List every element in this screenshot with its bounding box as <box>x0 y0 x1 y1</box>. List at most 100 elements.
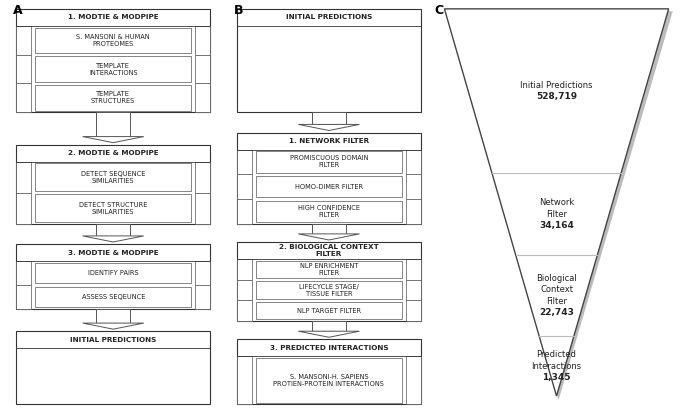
Bar <box>195 26 210 55</box>
Text: 3. PREDICTED INTERACTIONS: 3. PREDICTED INTERACTIONS <box>270 345 388 351</box>
Bar <box>36 56 191 82</box>
Bar <box>237 174 252 199</box>
Text: Biological: Biological <box>536 274 577 283</box>
Bar <box>237 356 252 404</box>
Bar <box>36 85 191 111</box>
Bar <box>312 112 346 125</box>
Bar <box>195 83 210 112</box>
Bar <box>16 261 32 285</box>
Bar <box>237 242 421 321</box>
Text: Network: Network <box>539 198 574 207</box>
Text: Filter: Filter <box>546 210 567 219</box>
Text: 528,719: 528,719 <box>536 92 577 102</box>
Bar <box>406 280 421 300</box>
Text: TEMPLATE
STRUCTURES: TEMPLATE STRUCTURES <box>91 91 136 104</box>
Text: 1. NETWORK FILTER: 1. NETWORK FILTER <box>289 138 369 144</box>
Bar <box>237 9 421 112</box>
Text: INITIAL PREDICTIONS: INITIAL PREDICTIONS <box>70 337 156 343</box>
Bar <box>16 244 210 309</box>
Text: 1,345: 1,345 <box>543 373 571 382</box>
Text: PROMISCUOUS DOMAIN
FILTER: PROMISCUOUS DOMAIN FILTER <box>290 155 368 169</box>
Text: B: B <box>234 4 243 16</box>
Bar <box>16 145 210 224</box>
Text: 34,164: 34,164 <box>539 221 574 230</box>
Bar <box>16 83 32 112</box>
Text: 1. MODTIE & MODPIPE: 1. MODTIE & MODPIPE <box>68 14 158 21</box>
Text: Filter: Filter <box>546 297 567 305</box>
Bar <box>256 151 401 173</box>
Text: NLP ENRICHMENT
FILTER: NLP ENRICHMENT FILTER <box>300 263 358 276</box>
Bar <box>256 261 401 278</box>
Bar <box>256 358 401 402</box>
Bar <box>36 163 191 191</box>
Bar <box>406 356 421 404</box>
Text: LIFECYCLE STAGE/
TISSUE FILTER: LIFECYCLE STAGE/ TISSUE FILTER <box>299 284 359 296</box>
Text: Initial Predictions: Initial Predictions <box>521 81 593 90</box>
Text: 22,743: 22,743 <box>539 308 574 317</box>
Bar <box>16 9 210 112</box>
Text: IDENTIFY PAIRS: IDENTIFY PAIRS <box>88 270 138 276</box>
Bar <box>256 201 401 222</box>
Bar <box>237 280 252 300</box>
Text: NLP TARGET FILTER: NLP TARGET FILTER <box>297 308 361 314</box>
Bar <box>36 263 191 283</box>
Bar <box>36 28 191 53</box>
Text: HOMO-DIMER FILTER: HOMO-DIMER FILTER <box>295 184 363 189</box>
Bar <box>406 174 421 199</box>
Bar <box>406 150 421 174</box>
Bar <box>36 194 191 222</box>
Bar <box>406 259 421 280</box>
Text: INITIAL PREDICTIONS: INITIAL PREDICTIONS <box>286 14 372 21</box>
Text: S. MANSONI & HUMAN
PROTEOMES: S. MANSONI & HUMAN PROTEOMES <box>76 34 150 47</box>
Bar <box>195 193 210 224</box>
Bar <box>256 176 401 197</box>
Text: ASSESS SEQEUNCE: ASSESS SEQEUNCE <box>82 294 145 300</box>
Bar <box>195 261 210 285</box>
Bar <box>195 285 210 309</box>
Bar <box>16 331 210 404</box>
Polygon shape <box>83 323 144 329</box>
Bar <box>16 193 32 224</box>
Bar <box>406 300 421 321</box>
Bar <box>16 285 32 309</box>
Bar <box>36 286 191 307</box>
Text: 2. BIOLOGICAL CONTEXT
FILTER: 2. BIOLOGICAL CONTEXT FILTER <box>279 244 379 257</box>
Bar <box>96 112 130 136</box>
Polygon shape <box>299 125 360 131</box>
Bar <box>16 162 32 193</box>
Bar <box>256 281 401 299</box>
Text: TEMPLATE
INTERACTIONS: TEMPLATE INTERACTIONS <box>89 62 138 76</box>
Text: Interactions: Interactions <box>532 362 582 371</box>
Bar <box>195 162 210 193</box>
Polygon shape <box>83 136 144 143</box>
Polygon shape <box>449 11 673 400</box>
Bar <box>406 199 421 224</box>
Bar <box>312 224 346 234</box>
Text: C: C <box>434 4 443 16</box>
Polygon shape <box>445 9 669 396</box>
Polygon shape <box>83 236 144 242</box>
Text: DETECT SEQUENCE
SIMILARITIES: DETECT SEQUENCE SIMILARITIES <box>81 171 145 184</box>
Polygon shape <box>299 331 360 337</box>
Bar <box>237 199 252 224</box>
Text: A: A <box>13 4 23 16</box>
Text: HIGH CONFIDENCE
FILTER: HIGH CONFIDENCE FILTER <box>298 205 360 218</box>
Text: S. MANSONI-H. SAPIENS
PROTIEN-PROTEIN INTERACTIONS: S. MANSONI-H. SAPIENS PROTIEN-PROTEIN IN… <box>273 374 384 387</box>
Bar <box>237 132 421 224</box>
Bar <box>96 224 130 236</box>
Bar <box>16 26 32 55</box>
Bar <box>237 339 421 404</box>
Bar <box>237 300 252 321</box>
Text: 2. MODTIE & MODPIPE: 2. MODTIE & MODPIPE <box>68 150 158 156</box>
Polygon shape <box>299 234 360 240</box>
Bar <box>96 309 130 323</box>
Text: 3. MODTIE & MODPIPE: 3. MODTIE & MODPIPE <box>68 249 158 256</box>
Bar <box>237 150 252 174</box>
Bar <box>16 55 32 83</box>
Text: Context: Context <box>540 285 573 294</box>
Text: Predicted: Predicted <box>536 350 577 359</box>
Bar <box>256 302 401 319</box>
Bar <box>312 321 346 331</box>
Bar <box>237 259 252 280</box>
Text: DETECT STRUCTURE
SIMILARITIES: DETECT STRUCTURE SIMILARITIES <box>79 202 147 215</box>
